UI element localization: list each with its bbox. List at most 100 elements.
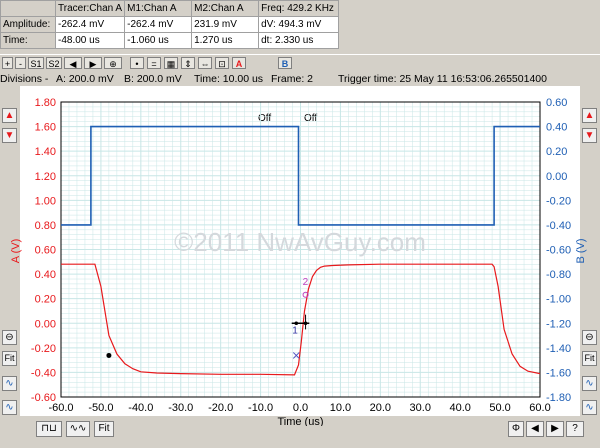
a-division: A: 200.0 mV [56, 73, 114, 85]
y-right-tick-label: -0.60 [546, 245, 571, 257]
header-cell: M1:Chan A [124, 0, 193, 17]
grid [60, 101, 541, 398]
scale-up-a-button[interactable]: ▲ [2, 108, 17, 123]
wave-a-button[interactable]: ∿ [2, 376, 17, 391]
scroll-tool-button[interactable]: ⇕ [181, 57, 195, 69]
y-right-tick-label: -1.40 [546, 343, 571, 355]
square-wave-icon: ⊓⊔ [41, 423, 57, 434]
frame-number: Frame: 2 [271, 73, 314, 85]
x-tick-label: 30.0 [410, 402, 431, 414]
wave-b-button[interactable]: ∿ [582, 376, 597, 391]
x-axis-label: Time (us) [277, 416, 323, 426]
wave-b2-button[interactable]: ∿ [582, 400, 597, 415]
target-icon: ⊖ [5, 332, 14, 343]
s1-button[interactable]: S1 [28, 57, 44, 69]
zoom-tool-button[interactable]: ⊡ [215, 57, 229, 69]
center-a-button[interactable]: ⊖ [2, 330, 17, 345]
divisions-label: Divisions - [0, 73, 49, 85]
y-right-tick-label: -0.80 [546, 269, 571, 281]
y-right-tick-label: -0.40 [546, 220, 571, 232]
magnify-icon: ⊕ [109, 59, 117, 69]
sine-wave-icon: ∿ [5, 402, 14, 413]
y-right-tick-label: 0.20 [546, 146, 567, 158]
y-right-axis-label: B (V) [575, 238, 587, 263]
fit-x-button[interactable]: Fit [94, 421, 114, 437]
trigger-time: Trigger time: 25 May 11 16:53:06.2655014… [338, 73, 547, 85]
center-b-button[interactable]: ⊖ [582, 330, 597, 345]
phi-icon: Φ [512, 423, 520, 434]
phi-button[interactable]: Φ [508, 421, 524, 437]
measurement-header-row: Tracer:Chan A M1:Chan A M2:Chan A Freq: … [0, 0, 340, 17]
grid-icon: ▦ [166, 59, 176, 69]
dot-icon: • [135, 59, 139, 69]
zoom-button[interactable]: ⊕ [104, 57, 122, 69]
cell: 231.9 mV [191, 16, 260, 33]
sine-wave-icon: ∿ [5, 378, 14, 389]
x-tick-label: 50.0 [489, 402, 510, 414]
marker-m1-cross [292, 352, 300, 359]
scale-down-b-button[interactable]: ▼ [582, 128, 597, 143]
square-wave-button[interactable]: ⊓⊔ [36, 421, 62, 437]
labels-group: -60.0 -50.0 -40.0 -30.0 -20.0 -10.0 0.0 10.0 20.… [10, 97, 587, 426]
y-left-tick-label: 1.20 [35, 171, 56, 183]
b-division: B: 200.0 mV [124, 73, 182, 85]
y-left-tick-label: 0.00 [35, 318, 56, 330]
remove-marker-button[interactable]: - [15, 57, 26, 69]
wave-a2-button[interactable]: ∿ [2, 400, 17, 415]
expand-tool-button[interactable]: ⇔ [198, 57, 212, 69]
sine-wave-icon: ∿ [585, 402, 594, 413]
fit-b-button[interactable]: Fit [582, 351, 597, 366]
bottom-bar: ⊓⊔ ∿∿ Fit Φ ◀ ▶ ? [0, 416, 600, 448]
cell: 1.270 us [191, 32, 260, 49]
grid-tool-button[interactable]: ▦ [164, 57, 178, 69]
watermark: ©2011 NwAvGuy.com [174, 227, 426, 257]
header-cell: Tracer:Chan A [54, 0, 126, 17]
scale-down-a-button[interactable]: ▼ [2, 128, 17, 143]
x-tick-label: 40.0 [449, 402, 470, 414]
scroll-right-button[interactable]: ▶ [546, 421, 564, 437]
scroll-left-button[interactable]: ◀ [526, 421, 544, 437]
x-tick-label: 20.0 [370, 402, 391, 414]
x-tick-label: -50.0 [88, 402, 113, 414]
y-left-tick-label: 1.00 [35, 195, 56, 207]
y-right-tick-label: -0.20 [546, 195, 571, 207]
x-tick-label: 0.0 [293, 402, 308, 414]
add-marker-button[interactable]: + [2, 57, 13, 69]
scroll-icon: ⇕ [184, 59, 192, 69]
s2-button[interactable]: S2 [46, 57, 62, 69]
y-left-axis-label: A (V) [10, 239, 22, 263]
prev-frame-button[interactable]: ◀ [64, 57, 82, 69]
x-tick-label: -30.0 [168, 402, 193, 414]
cell: -1.060 us [124, 32, 193, 49]
marker-m1-label: 1 [292, 326, 298, 337]
channel-a-button[interactable]: A [232, 57, 246, 69]
target-icon: ⊖ [585, 332, 594, 343]
y-left-tick-label: 0.80 [35, 220, 56, 232]
x-tick-label: -20.0 [208, 402, 233, 414]
scale-up-b-button[interactable]: ▲ [582, 108, 597, 123]
x-tick-label: 10.0 [330, 402, 351, 414]
y-right-tick-label: -1.20 [546, 318, 571, 330]
x-tick-label: -60.0 [48, 402, 73, 414]
fit-a-button[interactable]: Fit [2, 351, 17, 366]
toolbar: + - S1 S2 ◀ ▶ ⊕ • = ▦ ⇕ ⇔ ⊡ A Off B Off [0, 55, 600, 124]
channel-b-button[interactable]: B [278, 57, 292, 69]
sine-wave-button[interactable]: ∿∿ [66, 421, 90, 437]
sine-wave-icon: ∿∿ [69, 423, 87, 434]
y-left-tick-label: -0.40 [31, 367, 56, 379]
next-frame-button[interactable]: ▶ [84, 57, 102, 69]
markers-group: 12 [106, 277, 310, 359]
right-panel: ▲ ▼ ⊖ Fit ∿ ∿ [580, 86, 600, 416]
measurement-row: Time: -48.00 us -1.060 us 1.270 us dt: 2… [0, 32, 340, 49]
marker-tool-button[interactable]: • [130, 57, 144, 69]
equal-icon: = [151, 59, 157, 69]
right-arrow-icon: ▶ [89, 59, 97, 69]
row-label: Amplitude: [0, 16, 56, 33]
cell: -262.4 mV [54, 16, 126, 33]
help-button[interactable]: ? [566, 421, 584, 437]
scope-chart: ©2011 NwAvGuy.com 12 -60.0 -50.0 -40.0 -30.… [10, 97, 587, 426]
y-left-tick-label: 1.60 [35, 122, 56, 134]
equal-tool-button[interactable]: = [147, 57, 161, 69]
header-cell: Freq: 429.2 KHz [258, 0, 340, 17]
x-tick-label: -40.0 [128, 402, 153, 414]
